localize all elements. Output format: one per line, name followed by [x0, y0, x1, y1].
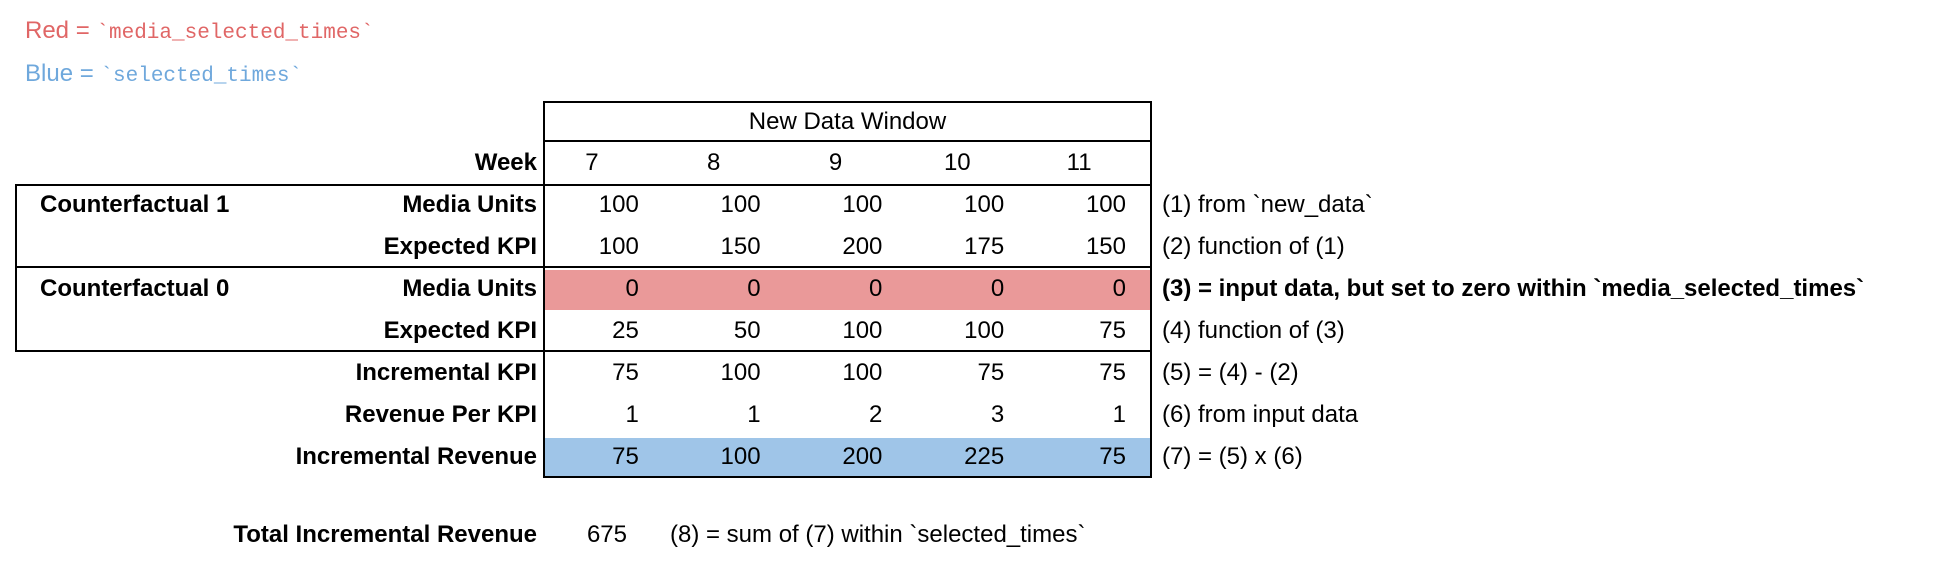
- annotation-2: (2) function of (1): [1162, 233, 1345, 260]
- legend-red-code: `media_selected_times`: [96, 22, 374, 45]
- table-cell: 100: [964, 317, 1005, 344]
- table-cell: 75: [612, 443, 639, 470]
- table-cell: 25: [612, 317, 639, 344]
- week-number: 8: [707, 149, 721, 176]
- week-number: 9: [828, 149, 843, 176]
- table-cell: 100: [842, 359, 883, 386]
- row-label: Incremental Revenue: [295, 443, 537, 470]
- table-row-highlight-red: 0 0 0 0 0: [543, 268, 1152, 310]
- row-label: Media Units: [402, 275, 537, 302]
- table-cell: 75: [1099, 443, 1126, 470]
- table-cell: 150: [720, 233, 761, 260]
- table-cell: 1: [625, 401, 639, 428]
- row-label: Media Units: [402, 191, 537, 218]
- week-number: 10: [943, 149, 971, 176]
- row-label: Expected KPI: [383, 233, 537, 260]
- annotation-5: (5) = (4) - (2): [1162, 359, 1299, 386]
- table-row: 75 100 100 75 75: [543, 352, 1152, 394]
- table-row: 25 50 100 100 75: [543, 310, 1152, 352]
- table-cell: 150: [1085, 233, 1126, 260]
- table-cell: 225: [964, 443, 1005, 470]
- table-cell: 100: [842, 191, 883, 218]
- table-cell: 100: [598, 233, 639, 260]
- week-row-label: Week: [474, 149, 537, 176]
- red-row-fill: [545, 270, 1150, 310]
- legend-red: Red = `media_selected_times`: [25, 16, 374, 49]
- table-cell: 100: [842, 317, 883, 344]
- table-row: 100 100 100 100 100: [543, 184, 1152, 226]
- table-cell: 75: [612, 359, 639, 386]
- table-cell: 100: [964, 191, 1005, 218]
- table-cell: 75: [1099, 317, 1126, 344]
- annotation-8: (8) = sum of (7) within `selected_times`: [670, 521, 1086, 548]
- legend-blue: Blue = `selected_times`: [25, 59, 302, 92]
- table-cell: 175: [964, 233, 1005, 260]
- table-cell: 200: [842, 443, 883, 470]
- row-label: Revenue Per KPI: [344, 401, 537, 428]
- week-number: 7: [585, 149, 599, 176]
- legend-red-eq: =: [69, 17, 97, 44]
- legend-blue-code: `selected_times`: [100, 65, 303, 88]
- table-cell: 0: [990, 275, 1005, 302]
- table-cell: 100: [720, 191, 761, 218]
- blue-row-fill: [545, 438, 1150, 476]
- table-cell: 100: [1085, 191, 1126, 218]
- table-row-highlight-blue: 75 100 200 225 75: [543, 436, 1152, 478]
- week-number: 11: [1066, 149, 1092, 176]
- group-label-counterfactual-0: Counterfactual 0: [40, 275, 230, 302]
- legend-blue-label: Blue: [25, 60, 74, 87]
- legend-blue-eq: =: [73, 60, 101, 87]
- table-row: 1 1 2 3 1: [543, 394, 1152, 436]
- table-cell: 1: [747, 401, 761, 428]
- table-cell: 0: [869, 275, 883, 302]
- legend-red-label: Red: [25, 17, 70, 44]
- table-cell: 100: [720, 359, 761, 386]
- table-cell: 75: [1099, 359, 1126, 386]
- annotation-3: (3) = input data, but set to zero within…: [1162, 275, 1865, 302]
- table-cell: 1: [1112, 401, 1126, 428]
- table-cell: 0: [625, 275, 639, 302]
- annotation-7: (7) = (5) x (6): [1162, 443, 1303, 470]
- table-cell: 100: [598, 191, 639, 218]
- table-cell: 3: [990, 401, 1005, 428]
- table-cell: 0: [747, 275, 761, 302]
- total-value: 675: [586, 521, 627, 548]
- table-cell: 200: [842, 233, 883, 260]
- table-cell: 75: [977, 359, 1005, 386]
- total-label: Total Incremental Revenue: [233, 521, 537, 548]
- group-label-counterfactual-1: Counterfactual 1: [40, 191, 230, 218]
- annotation-4: (4) function of (3): [1162, 317, 1345, 344]
- table-cell: 50: [733, 317, 761, 344]
- row-label: Expected KPI: [383, 317, 537, 344]
- table-cell: 2: [869, 401, 883, 428]
- annotation-6: (6) from input data: [1162, 401, 1359, 428]
- annotation-1: (1) from `new_data`: [1162, 191, 1373, 218]
- week-number-row: 7 8 9 10 11: [543, 142, 1152, 184]
- table-header: New Data Window: [748, 107, 947, 135]
- table-cell: 0: [1112, 275, 1126, 302]
- table-cell: 100: [720, 443, 761, 470]
- table-row: 100 150 200 175 150: [543, 226, 1152, 268]
- row-label: Incremental KPI: [355, 359, 537, 386]
